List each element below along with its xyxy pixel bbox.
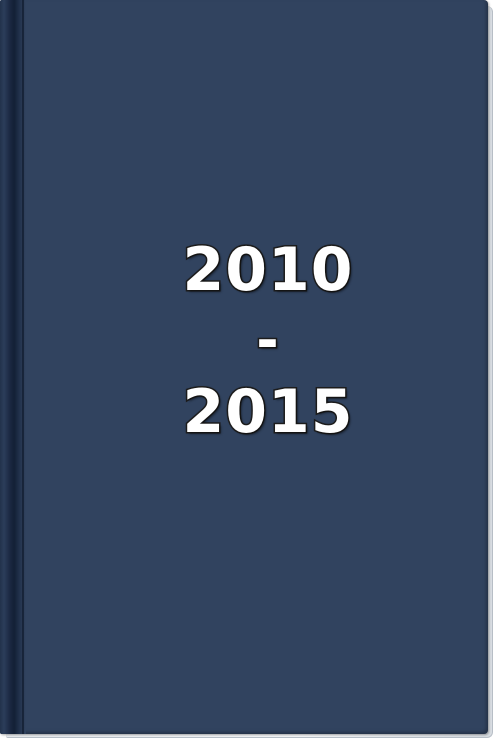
book-spine [0, 0, 26, 734]
book-cover: 2010 - 2015 [0, 0, 488, 734]
cover-title-block: 2010 - 2015 [26, 232, 488, 452]
year-separator: - [255, 309, 280, 372]
spine-hinge-line [22, 0, 24, 734]
start-year: 2010 [181, 235, 354, 305]
end-year: 2015 [181, 377, 354, 447]
